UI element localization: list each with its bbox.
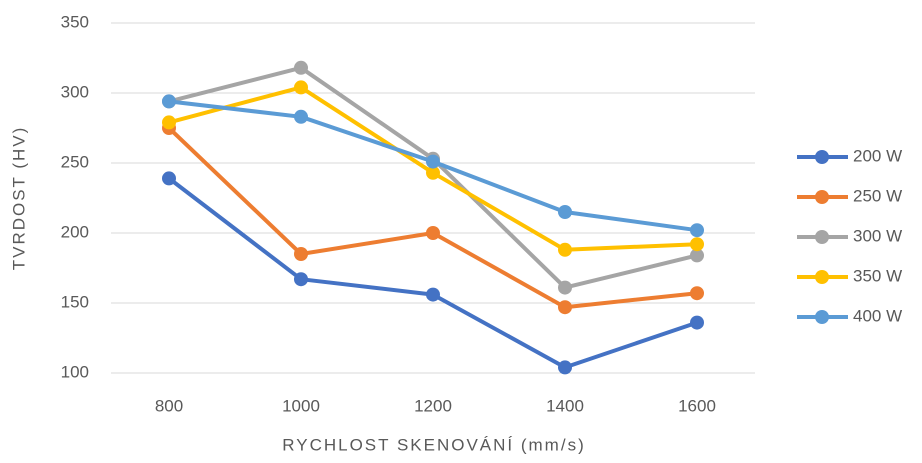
- y-axis-title: TVRDOST (HV): [9, 126, 28, 271]
- x-axis-title: RYCHLOST SKENOVÁNÍ (mm/s): [282, 435, 585, 454]
- data-point: [162, 115, 176, 130]
- data-point: [426, 154, 440, 169]
- x-tick-label: 1200: [414, 396, 452, 415]
- x-tick-label: 1000: [282, 396, 320, 415]
- legend-marker: [815, 310, 829, 324]
- data-point: [294, 60, 308, 75]
- data-point: [690, 286, 704, 301]
- data-point: [162, 171, 176, 186]
- data-point: [294, 272, 308, 287]
- x-tick-label: 800: [155, 396, 183, 415]
- legend-label: 200 W: [853, 146, 902, 165]
- legend-label: 250 W: [853, 186, 902, 205]
- x-tick-label: 1600: [678, 396, 716, 415]
- data-point: [558, 280, 572, 295]
- x-tick-label: 1400: [546, 396, 584, 415]
- legend-label: 400 W: [853, 306, 902, 325]
- y-tick-label: 150: [61, 292, 89, 311]
- data-point: [162, 94, 176, 109]
- data-point: [426, 287, 440, 302]
- legend-label: 350 W: [853, 266, 902, 285]
- legend-marker: [815, 270, 829, 284]
- data-point: [690, 315, 704, 330]
- data-point: [294, 109, 308, 124]
- data-point: [690, 237, 704, 252]
- data-point: [558, 205, 572, 219]
- data-point: [558, 360, 572, 375]
- legend-marker: [815, 230, 829, 244]
- y-tick-label: 100: [61, 362, 89, 381]
- data-point: [690, 223, 704, 238]
- y-tick-label: 250: [61, 152, 89, 171]
- legend-marker: [815, 190, 829, 204]
- y-tick-label: 300: [61, 82, 89, 101]
- legend-label: 300 W: [853, 226, 902, 245]
- data-point: [426, 226, 440, 240]
- y-tick-label: 350: [61, 12, 89, 31]
- data-point: [294, 247, 308, 261]
- y-tick-label: 200: [61, 222, 89, 241]
- data-point: [558, 300, 572, 315]
- legend-marker: [815, 150, 829, 164]
- data-point: [558, 242, 572, 257]
- data-point: [426, 165, 440, 180]
- data-point: [294, 80, 308, 95]
- data-point: [690, 248, 704, 263]
